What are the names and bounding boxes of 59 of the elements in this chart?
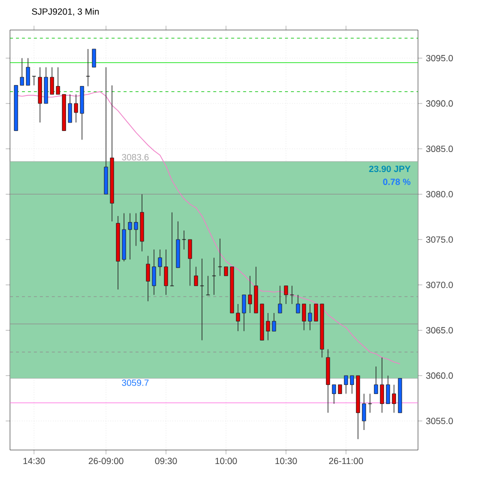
candlestick [380,357,384,414]
candlestick [164,249,168,296]
y-tick-label: 3060.0 [426,372,453,379]
candlestick [308,304,312,331]
candlestick [50,66,54,95]
candlestick [74,94,78,123]
candlestick [302,304,306,331]
y-tick-label: 3070.0 [426,282,453,288]
candlestick [296,294,300,314]
candlestick [278,285,282,314]
candlestick [362,393,366,430]
candlestick [188,239,192,286]
x-tick-label: 14:30 [23,458,45,464]
candlestick [242,294,246,332]
candlestick [386,375,390,404]
candlestick [92,48,96,68]
candlestick [152,249,156,296]
candlestick [158,249,162,276]
annotation: 23.90 JPY [369,166,411,172]
x-tick-label: 10:30 [275,458,297,464]
candlestick [146,256,150,302]
chart-title: SJPJ9201, 3 Min [32,8,99,16]
candlestick [20,58,24,86]
y-tick-label: 3065.0 [426,327,453,334]
annotation: 3083.6 [122,154,149,160]
candlestick [392,384,396,414]
candlestick [266,312,270,341]
candlestick [68,94,72,123]
y-tick-label: 3090.0 [426,100,453,107]
candlestick [314,304,318,322]
candlestick [128,212,132,260]
annotation: 0.78 % [383,178,410,186]
candlestick [344,375,348,394]
candlestick [338,384,342,394]
candlestick [332,384,336,404]
x-tick-label: 09:30 [155,458,177,464]
candlestick [272,312,276,332]
candlestick [350,375,354,394]
candlestick [236,304,240,332]
x-tick-label: 10:00 [215,458,237,464]
y-tick-label: 3055.0 [426,418,453,424]
y-tick-label: 3075.0 [426,236,453,243]
candlestick [290,285,294,304]
candlestick [248,275,252,314]
x-tick-label: 26-09:00 [88,458,124,464]
candlestick [206,275,210,296]
candlestick [134,212,138,246]
candlestick [284,285,288,304]
annotation: 3059.7 [122,380,149,386]
x-tick-label: 26-11:00 [329,458,364,464]
y-tick-label: 3085.0 [426,146,453,152]
candlestick [194,266,198,286]
y-tick-label: 3080.0 [426,191,453,198]
candlestick [374,366,378,394]
candlestick [56,66,60,95]
y-tick-label: 3095.0 [426,54,453,62]
candlestick [182,230,186,250]
candlestick [224,266,228,276]
candlestick [26,58,30,86]
